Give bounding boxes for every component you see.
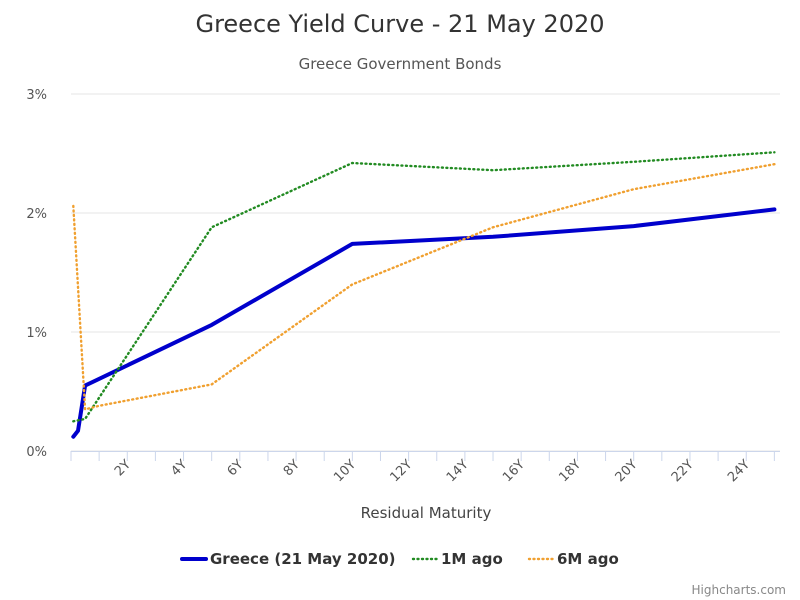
series-line <box>71 207 777 439</box>
x-axis-title: Residual Maturity <box>361 504 492 522</box>
legend-label: 1M ago <box>441 550 503 568</box>
x-tick-label: 2Y <box>112 457 134 479</box>
legend-label: 6M ago <box>557 550 619 568</box>
series-line <box>72 162 776 411</box>
y-tick-label: 1% <box>26 326 47 341</box>
x-tick-label: 20Y <box>613 457 641 485</box>
legend: Greece (21 May 2020) 1M ago 6M ago <box>180 550 619 568</box>
x-tick-label: 8Y <box>281 457 303 479</box>
x-tick-label: 16Y <box>500 457 528 485</box>
x-tick-label: 22Y <box>669 457 697 485</box>
x-tick-label: 18Y <box>556 457 584 485</box>
grid-lines <box>71 93 780 452</box>
credits-text[interactable]: Highcharts.com <box>692 583 786 597</box>
y-tick-label: 0% <box>26 445 47 460</box>
chart-title: Greece Yield Curve - 21 May 2020 <box>195 10 604 38</box>
series-line <box>72 151 776 423</box>
y-tick-label: 3% <box>26 88 47 103</box>
chart-subtitle: Greece Government Bonds <box>299 55 502 73</box>
x-tick-label: 6Y <box>225 457 247 479</box>
x-tick-label: 24Y <box>725 457 753 485</box>
x-axis-ticks: 2Y 4Y 6Y 8Y 10Y 12Y 14Y 16Y 18Y 20Y 22Y 24Y <box>70 451 780 485</box>
y-tick-label: 2% <box>26 207 47 222</box>
y-axis-ticks: 0% 1% 2% 3% <box>26 88 47 460</box>
x-tick-label: 14Y <box>444 457 472 485</box>
x-tick-label: 12Y <box>388 457 416 485</box>
legend-label: Greece (21 May 2020) <box>210 550 396 568</box>
x-tick-label: 10Y <box>331 457 359 485</box>
x-tick-label: 4Y <box>168 457 190 479</box>
plot-series <box>71 151 777 439</box>
